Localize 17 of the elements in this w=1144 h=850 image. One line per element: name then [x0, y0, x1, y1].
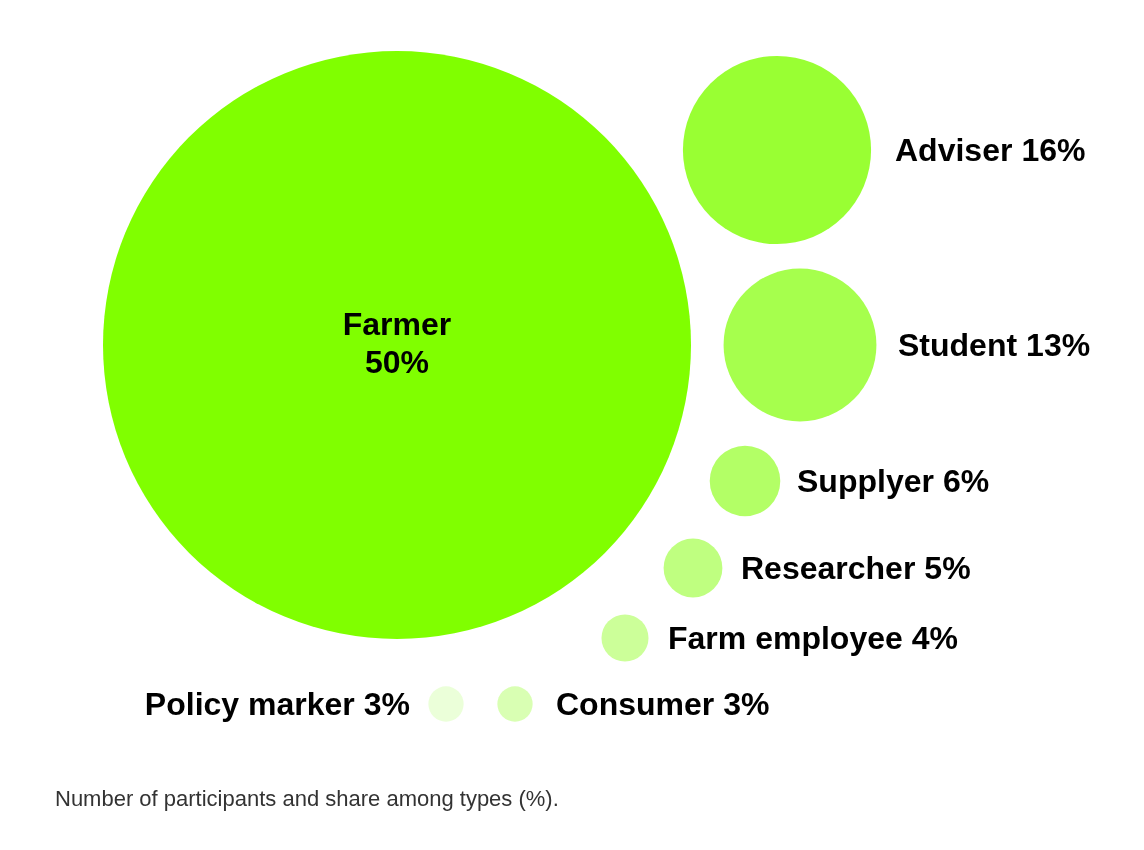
- data-label: 16%: [1021, 132, 1086, 169]
- data-label: 4%: [911, 620, 959, 657]
- text: Number of participants and share among types (%).: [55, 786, 559, 811]
- category-label: Farm employee: [668, 620, 903, 657]
- data-label: 6%: [942, 463, 990, 500]
- data-label: 50%: [364, 344, 430, 380]
- data-label: 13%: [1026, 327, 1091, 364]
- category-label: Supplyer: [797, 463, 934, 500]
- category-label: Student: [898, 327, 1018, 364]
- category-label: Policy marker: [144, 686, 355, 723]
- data-label: 5%: [924, 550, 971, 587]
- data-label: 3%: [363, 686, 410, 723]
- category-label: Researcher: [741, 550, 916, 587]
- data-label: 3%: [723, 686, 770, 723]
- category-label: Farmer: [342, 306, 452, 342]
- category-label: Adviser: [895, 132, 1013, 169]
- category-label: Consumer: [556, 686, 715, 723]
